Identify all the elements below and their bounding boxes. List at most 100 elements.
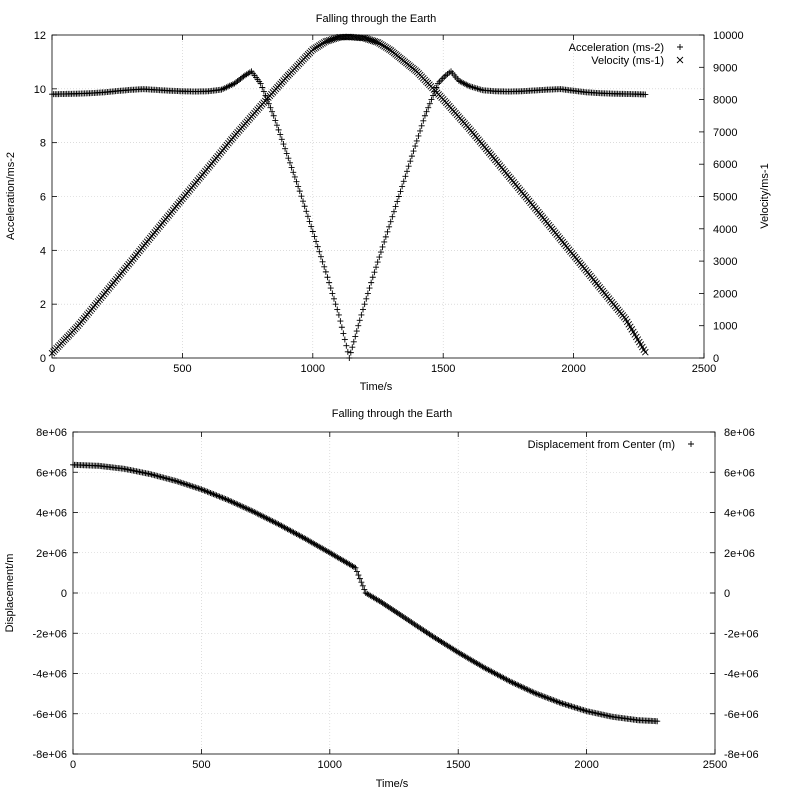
plus-data-point [471, 659, 478, 666]
plus-data-point [240, 73, 247, 80]
plus-data-point [568, 703, 575, 710]
plus-data-point [353, 328, 360, 335]
plus-data-point [474, 660, 481, 667]
plus-data-point [373, 596, 380, 603]
plus-data-point [175, 478, 182, 485]
plus-data-point [421, 112, 428, 119]
plus-data-point [222, 496, 229, 503]
plus-data-point [472, 85, 479, 92]
plus-data-point [272, 117, 279, 124]
plus-data-point [370, 594, 377, 601]
plus-data-point [607, 713, 614, 720]
cross-data-point [125, 260, 133, 268]
plus-data-point [334, 554, 341, 561]
y-tick-label: -8e+06 [32, 749, 67, 761]
plus-data-point [461, 652, 468, 659]
plus-data-point [230, 499, 237, 506]
y2-tick-label: 3000 [713, 256, 737, 268]
plus-data-point [368, 593, 375, 600]
y2-axis-label: Velocity/ms-1 [759, 163, 771, 228]
plus-data-point [511, 680, 518, 687]
plus-data-point [556, 699, 563, 706]
plus-data-point [308, 223, 315, 230]
plus-data-point [421, 628, 428, 635]
plus-data-point [327, 285, 334, 292]
plus-data-point [332, 301, 339, 308]
plus-data-point [437, 638, 444, 645]
plus-data-point [296, 532, 303, 539]
plus-data-point [239, 503, 246, 510]
plus-data-point [492, 670, 499, 677]
plus-data-point [322, 547, 329, 554]
plus-data-point [579, 706, 586, 713]
plus-data-point [341, 336, 348, 343]
plus-data-point [512, 680, 519, 687]
plus-data-point [410, 148, 417, 155]
plus-data-point [535, 691, 542, 698]
plus-data-point [371, 269, 378, 276]
plus-data-point [276, 521, 283, 528]
plus-data-point [310, 540, 317, 547]
plus-data-point [379, 600, 386, 607]
plus-data-point [523, 685, 530, 692]
plus-data-point [499, 674, 506, 681]
plus-data-point [397, 612, 404, 619]
plus-data-point [407, 158, 414, 165]
plus-data-point [240, 504, 247, 511]
plus-data-point [275, 126, 282, 133]
plus-data-point [296, 188, 303, 195]
plus-data-point [302, 535, 309, 542]
plus-data-point [229, 81, 236, 88]
plus-data-point [563, 701, 570, 708]
plus-data-point [298, 193, 305, 200]
plus-data-point [389, 213, 396, 220]
plus-data-point [338, 324, 345, 331]
plus-data-point [400, 614, 407, 621]
plus-data-point [254, 510, 261, 517]
plus-data-point [444, 642, 451, 649]
plus-data-point [363, 295, 370, 302]
plus-data-point [491, 670, 498, 677]
plus-data-point [309, 228, 316, 235]
plot-frame [72, 431, 716, 755]
plus-data-point [344, 560, 351, 567]
plus-data-point [331, 552, 338, 559]
plus-data-point [497, 673, 504, 680]
plus-data-point [301, 535, 308, 542]
plus-data-point [257, 512, 264, 519]
plus-data-point [495, 672, 502, 679]
plus-data-point [640, 91, 647, 98]
plus-data-point [263, 515, 270, 522]
plus-data-point [382, 233, 389, 240]
plus-data-point [311, 233, 318, 240]
x-tick-label: 2500 [692, 363, 716, 375]
y-tick-label: 10 [34, 84, 46, 96]
y-tick-label: 8 [40, 138, 46, 150]
plus-data-point [284, 526, 291, 533]
plus-data-point [205, 489, 212, 496]
plus-data-point [465, 655, 472, 662]
plus-data-point [352, 564, 359, 571]
plus-data-point [521, 685, 528, 692]
plus-data-point [420, 117, 427, 124]
plus-data-point [544, 694, 551, 701]
plus-data-point [550, 697, 557, 704]
plus-data-point [412, 622, 419, 629]
plus-data-point [358, 311, 365, 318]
plus-data-point [350, 338, 357, 345]
plus-data-point [319, 258, 326, 265]
y2-tick-label: 1000 [713, 321, 737, 333]
plus-data-point [441, 640, 448, 647]
plus-data-point [355, 322, 362, 329]
plus-data-point [428, 96, 435, 103]
plus-data-point [219, 494, 226, 501]
y-tick-label: 12 [34, 30, 46, 42]
plus-data-point [177, 479, 184, 486]
plus-data-point [412, 143, 419, 150]
plus-data-point [216, 493, 223, 500]
plus-data-point [243, 505, 250, 512]
plus-data-point [431, 634, 438, 641]
plus-data-point [264, 515, 271, 522]
plus-data-point [536, 691, 543, 698]
